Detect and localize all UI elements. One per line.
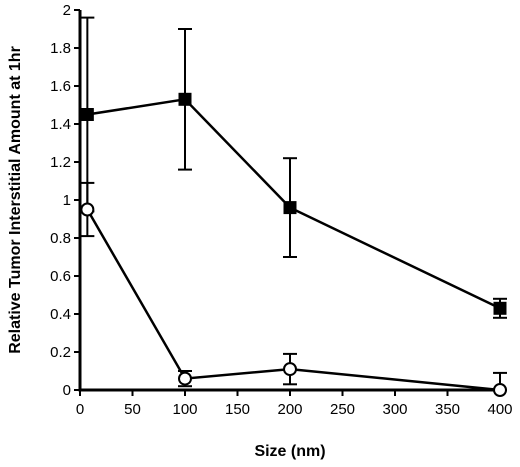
y-tick-label: 0 [63, 382, 71, 399]
data-point [283, 201, 297, 215]
x-tick-label: 350 [435, 401, 460, 418]
y-tick-label: 0.6 [50, 268, 71, 285]
data-point [283, 362, 297, 377]
y-tick-label: 1 [63, 192, 71, 209]
axes: 0 0.2 0.4 0.6 0.8 1 1.2 1.4 1.6 1.8 2 0 50 100 150 200 2… [50, 2, 512, 418]
x-tick-label: 400 [487, 401, 512, 418]
x-tick-label: 250 [330, 401, 355, 418]
data-point [493, 383, 507, 397]
x-tick-label: 200 [277, 401, 302, 418]
data-point [493, 301, 507, 315]
x-tick-label: 300 [382, 401, 407, 418]
data-point [80, 108, 94, 121]
data-point [178, 371, 192, 386]
data-point [178, 92, 192, 106]
series-line [87, 97, 501, 310]
x-tick-label: 50 [124, 401, 141, 418]
y-tick-label: 0.4 [50, 306, 71, 323]
y-tick-label: 1.6 [50, 78, 71, 95]
y-tick-label: 0.2 [50, 344, 71, 361]
y-tick-label: 1.4 [50, 116, 71, 133]
y-tick-label: 1.8 [50, 40, 71, 57]
x-tick-label: 150 [225, 401, 250, 418]
x-tick-label: 100 [172, 401, 197, 418]
series-1 [80, 16, 507, 319]
data-point [80, 202, 95, 217]
data-series [80, 16, 507, 397]
y-tick-label: 0.8 [50, 230, 71, 247]
y-tick-label: 2 [63, 2, 71, 19]
y-axis-title: Relative Tumor Interstitial Amount at 1h… [7, 46, 24, 354]
x-axis-title: Size (nm) [254, 443, 325, 460]
y-tick-label: 1.2 [50, 154, 71, 171]
series-line [86, 208, 501, 392]
x-tick-label: 0 [76, 401, 84, 418]
series-2 [80, 181, 507, 397]
